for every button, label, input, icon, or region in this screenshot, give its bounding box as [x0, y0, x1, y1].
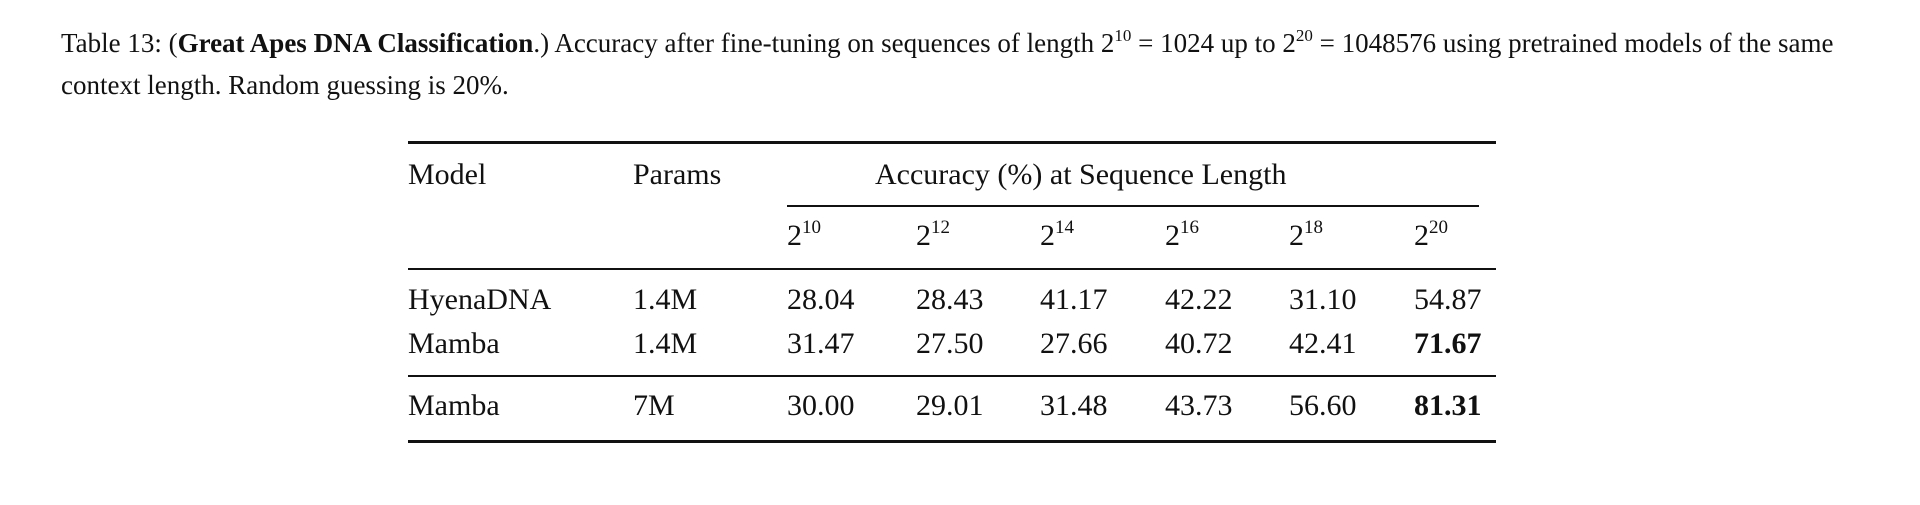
model-cell: Mamba	[408, 327, 500, 360]
bottom-rule	[408, 440, 1496, 443]
caption-text: = 1024 up to 2	[1131, 28, 1296, 58]
value-cell: 43.73	[1165, 389, 1233, 422]
value-cell: 31.48	[1040, 389, 1108, 422]
caption-text: = 1048576 using pretrained models of the…	[61, 28, 1834, 100]
length-base: 2	[787, 219, 802, 252]
params-cell: 7M	[633, 389, 675, 422]
params-cell: 1.4M	[633, 327, 698, 360]
length-header: 220	[1414, 217, 1448, 253]
length-exponent: 12	[931, 217, 950, 238]
header-params: Params	[633, 158, 722, 191]
length-header: 212	[916, 217, 950, 253]
length-exponent: 18	[1304, 217, 1323, 238]
length-base: 2	[916, 219, 931, 252]
length-exponent: 14	[1055, 217, 1074, 238]
header-model: Model	[408, 158, 487, 191]
length-header: 214	[1040, 217, 1074, 253]
value-cell: 81.31	[1414, 389, 1482, 422]
length-exponent: 20	[1429, 217, 1448, 238]
length-header: 218	[1289, 217, 1323, 253]
caption-exponent: 20	[1295, 26, 1313, 45]
mid-rule	[408, 268, 1496, 270]
mid-rule	[408, 375, 1496, 377]
model-cell: HyenaDNA	[408, 283, 552, 316]
caption-text: .) Accuracy after fine-tuning on sequenc…	[533, 28, 1115, 58]
caption-label: Table 13: (	[61, 28, 178, 58]
caption-exponent: 10	[1114, 26, 1132, 45]
length-base: 2	[1040, 219, 1055, 252]
value-cell: 31.47	[787, 327, 855, 360]
model-cell: Mamba	[408, 389, 500, 422]
length-exponent: 16	[1180, 217, 1199, 238]
top-rule	[408, 141, 1496, 144]
length-header: 216	[1165, 217, 1199, 253]
group-rule	[787, 205, 1479, 207]
value-cell: 27.50	[916, 327, 984, 360]
value-cell: 54.87	[1414, 283, 1482, 316]
length-base: 2	[1165, 219, 1180, 252]
value-cell: 41.17	[1040, 283, 1108, 316]
value-cell: 28.43	[916, 283, 984, 316]
header-group: Accuracy (%) at Sequence Length	[875, 158, 1287, 191]
length-base: 2	[1289, 219, 1304, 252]
length-exponent: 10	[802, 217, 821, 238]
value-cell: 56.60	[1289, 389, 1357, 422]
value-cell: 42.22	[1165, 283, 1233, 316]
value-cell: 31.10	[1289, 283, 1357, 316]
value-cell: 71.67	[1414, 327, 1482, 360]
caption-bold: Great Apes DNA Classification	[177, 28, 534, 58]
value-cell: 42.41	[1289, 327, 1357, 360]
value-cell: 40.72	[1165, 327, 1233, 360]
value-cell: 28.04	[787, 283, 855, 316]
value-cell: 27.66	[1040, 327, 1108, 360]
length-base: 2	[1414, 219, 1429, 252]
params-cell: 1.4M	[633, 283, 698, 316]
value-cell: 29.01	[916, 389, 984, 422]
caption: Table 13: (Great Apes DNA Classification…	[61, 22, 1881, 106]
value-cell: 30.00	[787, 389, 855, 422]
length-header: 210	[787, 217, 821, 253]
